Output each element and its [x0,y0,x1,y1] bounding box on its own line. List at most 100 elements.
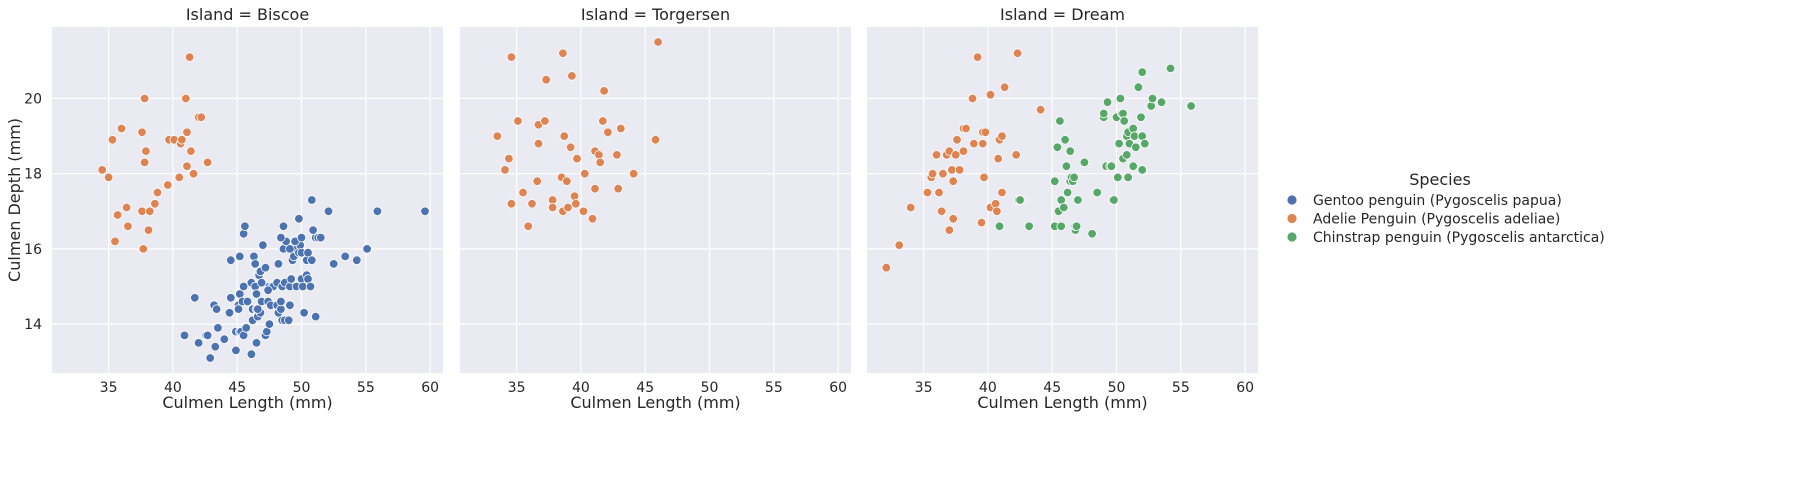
scatter-point [1065,146,1075,156]
x-tick-label: 50 [701,380,719,396]
scatter-point [352,255,362,265]
scatter-point [284,315,294,326]
scatter-point [181,93,191,104]
scatter-point [961,123,971,134]
x-tick-label: 35 [508,380,526,396]
scatter-point [196,112,206,123]
x-tick-label: 35 [100,380,118,396]
scatter-point [329,259,339,269]
scatter-point [1115,93,1126,104]
facet-title: Island = Biscoe [186,5,309,24]
scatter-point [241,323,251,333]
scatter-point [976,217,987,228]
scatter-point [303,247,313,258]
scatter-point [650,135,661,145]
legend-marker [1286,231,1298,243]
scatter-point [954,165,965,175]
scatter-point [362,244,372,254]
scatter-point [1113,172,1123,183]
scatter-point [233,304,244,314]
scatter-point [587,214,598,224]
x-tick-label: 35 [915,380,933,396]
scatter-point [565,142,576,153]
scatter-point [224,308,235,318]
facet-title: Island = Dream [1000,5,1125,24]
scatter-point [107,135,118,145]
scatter-point [141,146,151,156]
scatter-point [580,168,590,179]
scatter-point [613,183,623,194]
scatter-point [116,123,127,134]
scatter-point [150,199,160,209]
x-tick-label: 40 [164,380,182,396]
series-adelie-penguin [492,37,663,232]
scatter-point [1122,150,1132,160]
scatter-point [182,127,192,138]
scatter-point [188,168,199,179]
scatter-point [1092,187,1102,198]
legend-marker [1286,194,1298,206]
scatter-point [1035,104,1046,115]
scatter-point [307,195,317,205]
scatter-point [603,127,613,138]
scatter-point [612,150,622,160]
scatter-point [1024,221,1034,232]
scatter-point [997,187,1007,198]
scatter-point [110,236,120,247]
scatter-point [533,138,544,149]
scatter-point [1061,161,1072,171]
x-tick-label: 40 [979,380,997,396]
scatter-point [978,138,988,149]
scatter-point [235,251,245,262]
x-tick-label: 50 [1108,380,1126,396]
scatter-point [951,150,961,160]
legend: Species Gentoo penguin (Pygoscelis papua)… [1286,170,1605,246]
scatter-point [506,52,517,62]
scatter-point [999,82,1010,92]
scatter-point [250,259,260,269]
scatter-point [571,199,581,209]
scatter-point [578,206,589,217]
scatter-point [980,127,991,138]
plot-background [52,27,443,373]
scatter-point [1071,221,1082,232]
scatter-point [628,168,639,179]
scatter-point [881,263,892,273]
scatter-point [305,281,316,292]
legend-item-adelie-penguin: Adelie Penguin (Pygoscelis adeliae) [1286,212,1560,228]
scatter-point [994,221,1005,232]
scatter-point [653,37,663,47]
scatter-point [210,342,221,352]
scatter-point [979,172,989,183]
scatter-point [294,214,304,224]
scatter-point [163,180,173,190]
scatter-point [340,251,350,262]
scatter-point [590,183,600,194]
scatter-point [527,199,537,209]
x-tick-label: 55 [1172,380,1190,396]
scatter-point [1069,172,1079,183]
scatter-point [532,176,542,186]
scatter-point [308,225,318,235]
scatter-point [1137,67,1147,77]
scatter-point [972,52,983,62]
scatter-point [506,199,517,209]
y-tick-label: 18 [24,167,42,183]
scatter-point [1156,97,1167,107]
scatter-point [139,157,150,168]
x-tick-label: 60 [1236,380,1254,396]
scatter-point [211,304,222,314]
scatter-point [922,187,933,198]
series-adelie-penguin [881,48,1046,273]
y-tick-label: 16 [24,242,42,258]
scatter-point [263,285,273,296]
scatter-point [1137,165,1147,175]
legend-item-gentoo-penguin: Gentoo penguin (Pygoscelis papua) [1286,193,1562,209]
scatter-point [1131,142,1141,153]
scatter-point [500,165,510,175]
scatter-point [969,138,979,149]
x-tick-label: 45 [1043,380,1061,396]
facet-panel-dream: Island = Dream 35 40 45 50 55 60 Culmen Length … [867,5,1258,412]
